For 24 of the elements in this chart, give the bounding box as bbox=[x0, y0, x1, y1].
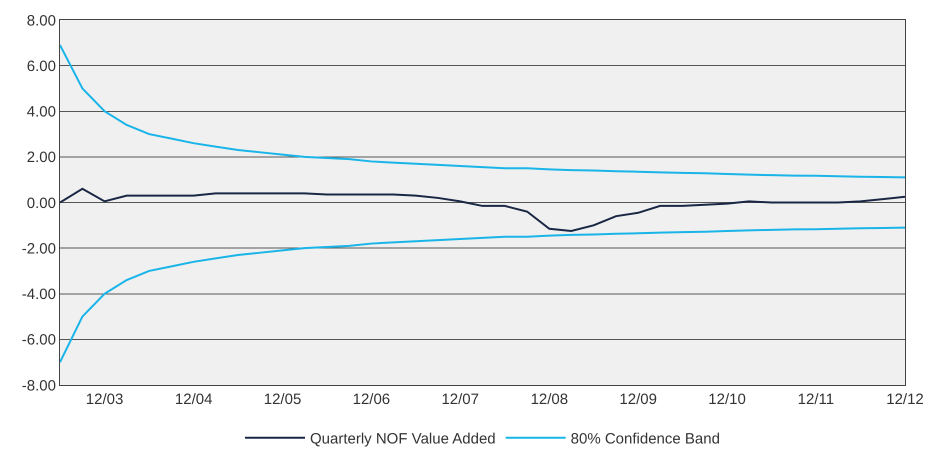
x-tick-label: 12/10 bbox=[708, 391, 746, 408]
x-tick-label: 12/06 bbox=[352, 391, 390, 408]
y-tick-label: 4.00 bbox=[26, 104, 56, 120]
x-tick-label: 12/07 bbox=[441, 391, 479, 408]
y-tick-label: 2.00 bbox=[26, 149, 56, 166]
line-series bbox=[60, 188, 905, 232]
x-tick-label: 12/12 bbox=[886, 391, 924, 408]
y-tick-label: -2.00 bbox=[22, 240, 56, 258]
line-series bbox=[60, 44, 905, 178]
legend-label: 80% Confidence Band bbox=[570, 430, 720, 448]
line-series bbox=[60, 226, 905, 364]
x-tick-label: 12/05 bbox=[264, 391, 302, 408]
y-tick-label: 0.00 bbox=[26, 194, 56, 212]
x-tick-label: 12/09 bbox=[619, 391, 657, 408]
y-tick-label: 6.00 bbox=[26, 58, 56, 75]
y-tick-label: -6.00 bbox=[22, 332, 56, 349]
x-tick-label: 12/08 bbox=[530, 391, 568, 408]
legend-label: Quarterly NOF Value Added bbox=[310, 430, 496, 448]
y-tick-label: -8.00 bbox=[22, 377, 56, 394]
y-tick-label: 8.00 bbox=[26, 12, 56, 30]
x-tick-label: 12/11 bbox=[798, 391, 834, 408]
x-tick-label: 12/03 bbox=[86, 391, 124, 408]
y-tick-label: -4.00 bbox=[22, 286, 56, 303]
x-tick-label: 12/04 bbox=[174, 391, 212, 408]
